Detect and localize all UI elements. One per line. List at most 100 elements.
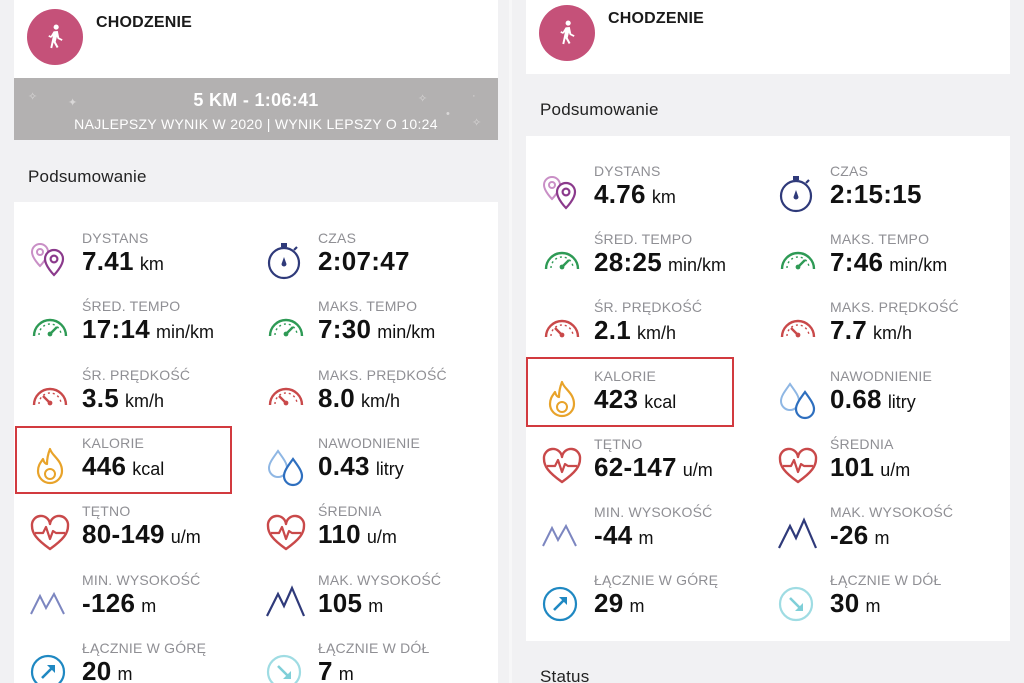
metric-label: MIN. WYSOKOŚĆ	[594, 504, 713, 520]
metric-tetno[interactable]: TĘTNO 62-147 u/m	[540, 436, 770, 498]
metric-lacznie-w-gore[interactable]: ŁĄCZNIE W GÓRĘ 29 m	[540, 572, 770, 634]
metric-label: NAWODNIENIE	[830, 367, 933, 384]
metric-label: MAKS. TEMPO	[830, 231, 930, 248]
metric-lacznie-w-dol[interactable]: ŁĄCZNIE W DÓŁ 7 m	[264, 640, 494, 683]
personal-record-banner[interactable]: ✧ ✦ ✧ • · ✧ 5 KM - 1:06:41 NAJLEPSZY WYN…	[14, 78, 498, 140]
metric-unit: km/h	[125, 390, 165, 411]
metric-sr-predkosc[interactable]: ŚR. PRĘDKOŚĆ 3.5 km/h	[28, 367, 258, 429]
flame-icon	[28, 443, 74, 489]
metric-unit: km	[651, 187, 676, 207]
metric-dystans[interactable]: DYSTANS 4.76 km	[540, 163, 770, 225]
summary-card: DYSTANS 7.41 km CZAS 2:07:47 ŚRED. TEMPO 17:14…	[14, 202, 498, 683]
metric-label: ŚRED. TEMPO	[594, 231, 693, 248]
metric-lacznie-w-gore[interactable]: ŁĄCZNIE W GÓRĘ 20 m	[28, 640, 258, 683]
sparkle-decoration: ✧	[28, 91, 38, 103]
metric-maks-predkosc[interactable]: MAKS. PRĘDKOŚĆ 7.7 km/h	[776, 299, 1006, 361]
metric-nawodnienie[interactable]: NAWODNIENIE 0.68 litry	[776, 368, 1006, 430]
metric-value: 7	[318, 655, 333, 683]
metric-unit: u/m	[880, 459, 911, 480]
metric-value-line: 0.68 litry	[830, 384, 916, 415]
metric-value-line: -26 m	[830, 520, 889, 551]
metric-value-line: 105 m	[318, 588, 383, 619]
metric-label: MAKS. TEMPO	[318, 298, 418, 315]
metric-maks-tempo[interactable]: MAKS. TEMPO 7:46 min/km	[776, 231, 1006, 293]
metric-label: ŚREDNIA	[318, 503, 382, 520]
metric-unit: km/h	[361, 390, 401, 411]
metric-label: TĘTNO	[82, 503, 131, 520]
metric-mak-wysokosc[interactable]: MAK. WYSOKOŚĆ 105 m	[264, 572, 494, 634]
metric-label: CZAS	[318, 230, 357, 246]
stopwatch-icon	[264, 238, 310, 284]
walking-person-icon	[27, 9, 83, 65]
metric-czas[interactable]: CZAS 2:07:47	[264, 230, 494, 292]
metric-label: ŚR. PRĘDKOŚĆ	[594, 299, 703, 316]
gauge-red-icon	[540, 307, 586, 353]
metric-min-wysokosc[interactable]: MIN. WYSOKOŚĆ -126 m	[28, 572, 258, 634]
metric-value: 105	[318, 587, 363, 618]
metric-value: -26	[830, 520, 869, 550]
arrow-up-circle-icon	[28, 648, 74, 683]
activity-title: CHODZENIE	[608, 10, 705, 27]
metric-label: MAKS. PRĘDKOŚĆ	[318, 366, 447, 383]
metric-label: KALORIE	[594, 367, 657, 384]
gauge-green-icon	[264, 306, 310, 352]
metric-value-line: 4.76 km	[594, 179, 676, 210]
metric-unit: min/km	[889, 255, 948, 276]
metric-value-line: 2:07:47	[318, 246, 410, 277]
activity-header-card[interactable]: CHODZENIE	[526, 0, 1010, 74]
metric-unit: m	[368, 595, 384, 616]
gauge-green-icon	[28, 306, 74, 352]
metric-value: -126	[82, 587, 136, 618]
metric-lacznie-w-dol[interactable]: ŁĄCZNIE W DÓŁ 30 m	[776, 572, 1006, 634]
metric-sred-tempo[interactable]: ŚRED. TEMPO 28:25 min/km	[540, 231, 770, 293]
metric-label: MAK. WYSOKOŚĆ	[830, 504, 954, 520]
metric-tetno[interactable]: TĘTNO 80-149 u/m	[28, 503, 258, 565]
metric-maks-tempo[interactable]: MAKS. TEMPO 7:30 min/km	[264, 298, 494, 360]
mountain-dark-icon	[776, 512, 822, 558]
metric-value: 80-149	[82, 519, 165, 550]
metric-value: 3.5	[82, 382, 120, 413]
metric-value: 7.7	[830, 315, 868, 346]
metric-unit: min/km	[377, 322, 436, 343]
metric-label: MAK. WYSOKOŚĆ	[318, 571, 442, 588]
metric-sr-predkosc[interactable]: ŚR. PRĘDKOŚĆ 2.1 km/h	[540, 299, 770, 361]
metric-unit: u/m	[170, 527, 201, 548]
metric-label: ŁĄCZNIE W DÓŁ	[830, 572, 942, 589]
heart-pulse-icon	[776, 444, 822, 490]
metric-value-line: 110 u/m	[318, 519, 397, 550]
metric-value: 0.68	[830, 383, 882, 414]
metric-mak-wysokosc[interactable]: MAK. WYSOKOŚĆ -26 m	[776, 504, 1006, 566]
metric-label: KALORIE	[82, 434, 145, 451]
metric-value-line: -126 m	[82, 588, 156, 619]
sparkle-decoration: •	[446, 108, 450, 120]
metric-value-line: 101 u/m	[830, 452, 910, 483]
metric-kalorie[interactable]: KALORIE 446 kcal	[28, 435, 258, 497]
metric-dystans[interactable]: DYSTANS 7.41 km	[28, 230, 258, 292]
metric-sred-tempo[interactable]: ŚRED. TEMPO 17:14 min/km	[28, 298, 258, 360]
metric-unit: m	[638, 528, 654, 548]
stopwatch-icon	[776, 171, 822, 217]
gauge-red-icon	[264, 375, 310, 421]
metric-unit: m	[141, 595, 157, 616]
metric-srednia[interactable]: ŚREDNIA 101 u/m	[776, 436, 1006, 498]
metric-unit: litry	[887, 391, 916, 412]
metric-value: 7.41	[82, 246, 134, 276]
record-subtitle: NAJLEPSZY WYNIK W 2020 | WYNIK LEPSZY O …	[74, 116, 438, 132]
activity-header-card[interactable]: CHODZENIE	[14, 0, 498, 78]
metric-czas[interactable]: CZAS 2:15:15	[776, 163, 1006, 225]
metric-min-wysokosc[interactable]: MIN. WYSOKOŚĆ -44 m	[540, 504, 770, 566]
metric-unit: min/km	[156, 322, 214, 343]
gauge-red-icon	[776, 307, 822, 353]
metric-unit: kcal	[644, 391, 677, 412]
heart-pulse-icon	[264, 511, 310, 557]
arrow-down-circle-icon	[776, 580, 822, 626]
metric-value: 62-147	[594, 451, 677, 482]
metric-value-line: 28:25 min/km	[594, 247, 726, 278]
metric-maks-predkosc[interactable]: MAKS. PRĘDKOŚĆ 8.0 km/h	[264, 367, 494, 429]
metric-kalorie[interactable]: KALORIE 423 kcal	[540, 368, 770, 430]
metric-srednia[interactable]: ŚREDNIA 110 u/m	[264, 503, 494, 565]
metric-value: 101	[830, 451, 875, 482]
metric-nawodnienie[interactable]: NAWODNIENIE 0.43 litry	[264, 435, 494, 497]
metric-value-line: 3.5 km/h	[82, 383, 164, 414]
